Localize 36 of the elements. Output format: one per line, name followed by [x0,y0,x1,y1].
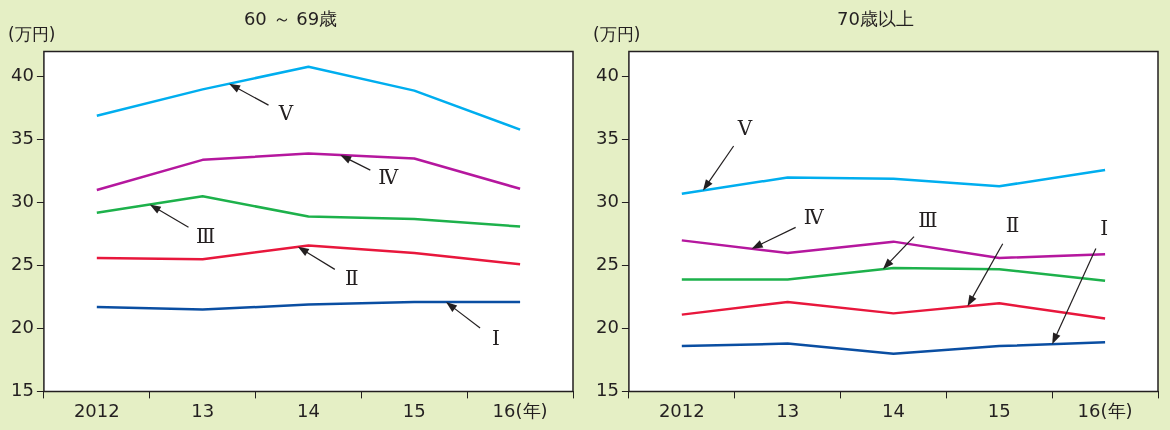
y-tick-label: 40 [596,64,619,86]
y-tick-label: 40 [11,64,34,86]
y-tick-label: 25 [596,253,619,275]
series-label: Ⅰ [492,326,500,351]
y-axis-title: (万円) [593,23,641,44]
text: Ⅴ [736,115,753,140]
x-tick-label: 13 [776,399,800,421]
x-tick-label: 15 [402,399,426,421]
text: Ⅱ [1005,212,1020,237]
series-label: Ⅲ [196,223,216,248]
x-tick-label: 14 [297,399,320,421]
y-tick-label: 25 [11,253,34,275]
y-tick-label: 15 [11,379,34,401]
chart-title: 60 ～ 69歳 [243,8,338,30]
series-label: Ⅱ [345,266,359,290]
y-tick-label: 30 [11,190,34,212]
x-tick-label: 16(年) [1077,399,1133,421]
x-tick-label: 2012 [73,399,120,421]
x-tick-label: 13 [191,399,215,421]
x-tick-label: 2012 [658,399,705,421]
y-tick-label: 20 [11,316,34,338]
y-tick-label: 35 [596,127,619,149]
series-label: Ⅴ [277,100,294,125]
y-axis-title: (万円) [8,23,56,44]
y-tick-label: 30 [596,190,619,212]
text: Ⅰ [1100,216,1109,241]
series-label: Ⅳ [378,165,400,190]
x-tick-label: 15 [987,399,1011,421]
series-label: Ⅳ [803,204,825,229]
y-tick-label: 15 [596,379,619,401]
y-tick-label: 20 [596,316,619,338]
chart-title: 70歳以上 [837,8,914,30]
x-tick-label: 16(年) [492,399,548,421]
x-tick-label: 14 [882,399,905,421]
y-tick-label: 35 [11,127,34,149]
series-label: Ⅲ [918,208,938,233]
